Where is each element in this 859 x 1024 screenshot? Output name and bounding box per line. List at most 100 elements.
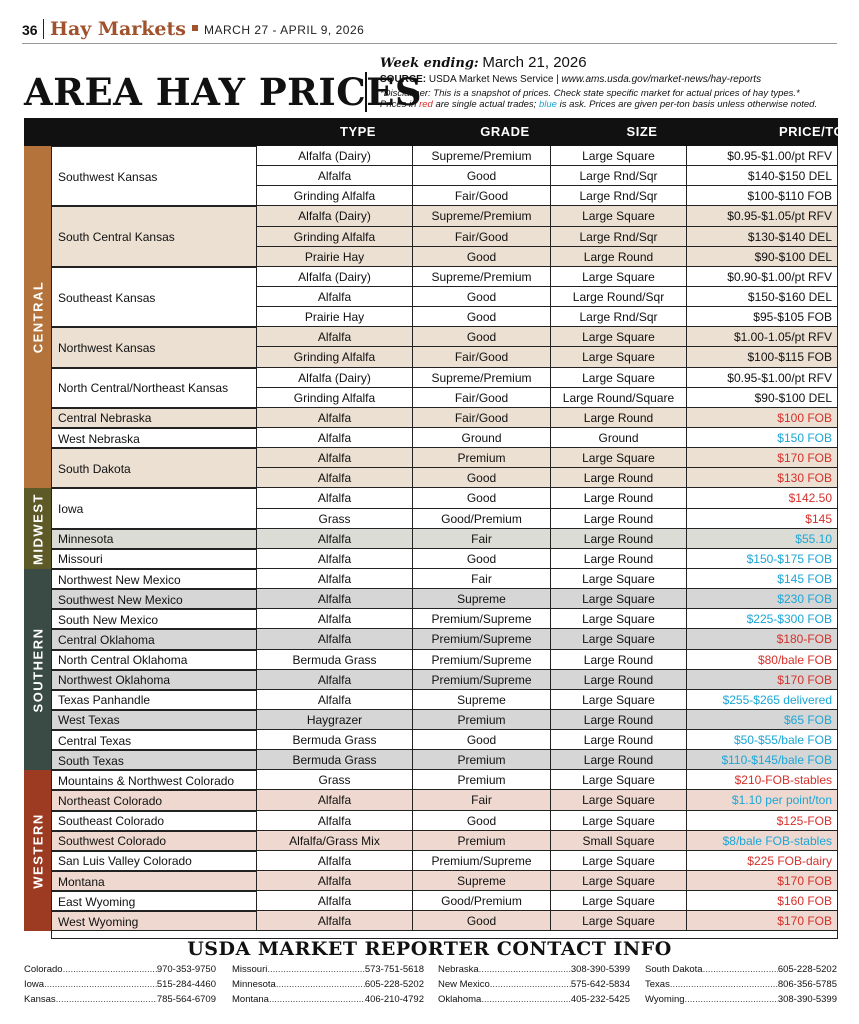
price-cell: $170 FOB xyxy=(686,911,838,932)
hay-type-cell: Alfalfa xyxy=(256,427,412,449)
location-label: Northwest Oklahoma xyxy=(51,669,256,690)
hay-type-cell: Alfalfa xyxy=(256,286,412,308)
location-label: South Dakota xyxy=(51,448,256,489)
table-row: Prairie Hay Good Large Rnd/Sqr $95-$105 FOB xyxy=(51,307,838,328)
table-row: Bermuda Grass Good Large Round $50-$55/bale… xyxy=(51,730,838,751)
title-divider xyxy=(365,72,367,112)
price-cell: $230 FOB xyxy=(686,589,838,610)
contact-phone[interactable]: 406-210-4792 xyxy=(364,994,424,1005)
size-cell: Large Square xyxy=(550,146,686,167)
contact-state: Montana xyxy=(232,994,269,1005)
group-divider xyxy=(51,910,838,912)
contact-entry: Iowa 515-284-4460 xyxy=(24,977,216,992)
contact-entry: New Mexico 575-642-5834 xyxy=(438,977,630,992)
size-cell: Large Round/Square xyxy=(550,387,686,408)
group-divider xyxy=(51,708,838,710)
grade-cell: Premium xyxy=(412,448,550,469)
size-cell: Large Round xyxy=(550,488,686,509)
size-cell: Large Round xyxy=(550,548,686,569)
contact-state: South Dakota xyxy=(645,964,703,975)
region-band-southern: SOUTHERN xyxy=(24,568,51,771)
row-shading xyxy=(256,347,838,368)
group-divider xyxy=(51,930,838,932)
region-label: CENTRAL xyxy=(30,280,45,354)
location-label: South New Mexico xyxy=(51,609,256,630)
row-divider xyxy=(256,225,838,227)
contact-phone[interactable]: 785-564-6709 xyxy=(156,994,216,1005)
contact-column: Colorado 970-353-9750 Iowa 515-284-4460 Kans… xyxy=(24,962,216,1007)
contact-state: Minnesota xyxy=(232,979,276,990)
contact-phone[interactable]: 573-751-5618 xyxy=(364,964,424,975)
table-row: Alfalfa Good Large Rnd/Sqr $140-$150 DEL xyxy=(51,166,838,187)
price-cell: $80/bale FOB xyxy=(686,649,838,670)
contact-phone[interactable]: 605-228-5202 xyxy=(364,979,424,990)
table-row: Alfalfa (Dairy) Supreme/Premium Large Squa… xyxy=(51,146,838,167)
row-divider xyxy=(256,285,838,287)
price-cell: $150-$160 DEL xyxy=(686,286,838,308)
group-divider xyxy=(51,426,838,428)
group-divider xyxy=(51,668,838,670)
size-cell: Large Square xyxy=(550,790,686,811)
row-shading xyxy=(256,448,838,469)
table-row: Bermuda Grass Premium/Supreme Large Round $… xyxy=(51,649,838,670)
hay-type-cell: Alfalfa xyxy=(256,790,412,811)
grade-cell: Good xyxy=(412,286,550,308)
table-row: Alfalfa Good Large Round $142.50 xyxy=(51,488,838,509)
location-label: West Nebraska xyxy=(51,427,256,449)
grade-cell: Supreme xyxy=(412,871,550,892)
contact-phone[interactable]: 308-390-5399 xyxy=(570,964,630,975)
grade-cell: Premium xyxy=(412,830,550,851)
contact-entry: Oklahoma 405-232-5425 xyxy=(438,992,630,1007)
table-row: Alfalfa (Dairy) Supreme/Premium Large Squa… xyxy=(51,206,838,227)
location-label: Northwest Kansas xyxy=(51,327,256,368)
price-cell: $0.95-$1.00/pt RFV xyxy=(686,367,838,388)
location-label: West Texas xyxy=(51,709,256,731)
table-row: Grass Good/Premium Large Round $145 xyxy=(51,508,838,529)
price-cell: $145 FOB xyxy=(686,568,838,590)
contact-phone[interactable]: 605-228-5202 xyxy=(777,964,837,975)
table-row: Grinding Alfalfa Fair/Good Large Rnd/Sqr $1… xyxy=(51,186,838,207)
contact-entry: Nebraska 308-390-5399 xyxy=(438,962,630,977)
contact-phone[interactable]: 806-356-5785 xyxy=(777,979,837,990)
grade-cell: Good xyxy=(412,810,550,831)
table-row: Alfalfa Supreme Large Square $170 FOB xyxy=(51,871,838,892)
table-row: Alfalfa Good Large Square $170 FOB xyxy=(51,911,838,932)
column-header-size: SIZE xyxy=(626,124,658,139)
table-row: Alfalfa Premium Large Square $170 FOB xyxy=(51,448,838,469)
group-divider xyxy=(51,769,838,771)
location-label: Iowa xyxy=(51,488,256,529)
location-label: San Luis Valley Colorado xyxy=(51,850,256,872)
contact-phone[interactable]: 575-642-5834 xyxy=(570,979,630,990)
contact-phone[interactable]: 405-232-5425 xyxy=(570,994,630,1005)
table-row: Alfalfa Supreme Large Square $230 FOB xyxy=(51,589,838,610)
price-cell: $50-$55/bale FOB xyxy=(686,730,838,751)
disclaimer-blue-word: blue xyxy=(538,99,557,110)
price-cell: $150-$175 FOB xyxy=(686,548,838,569)
size-cell: Large Rnd/Sqr xyxy=(550,166,686,187)
source-url[interactable]: www.ams.usda.gov/market-news/hay-reports xyxy=(561,74,762,85)
contact-phone[interactable]: 308-390-5399 xyxy=(777,994,837,1005)
price-cell: $110-$145/bale FOB xyxy=(686,750,838,771)
row-divider xyxy=(256,467,838,469)
contact-phone[interactable]: 970-353-9750 xyxy=(156,964,216,975)
size-cell: Large Round xyxy=(550,468,686,489)
dot-leader xyxy=(479,962,571,977)
contact-state: Missouri xyxy=(232,964,268,975)
price-cell: $90-$100 DEL xyxy=(686,246,838,267)
hay-type-cell: Alfalfa (Dairy) xyxy=(256,367,412,388)
location-label: Missouri xyxy=(51,548,256,569)
size-cell: Large Square xyxy=(550,589,686,610)
contact-state: Oklahoma xyxy=(438,994,482,1005)
week-ending: Week ending: March 21, 2026 xyxy=(380,54,587,71)
contact-phone[interactable]: 515-284-4460 xyxy=(156,979,216,990)
table-row: Alfalfa Good Large Round $130 FOB xyxy=(51,468,838,489)
row-shading xyxy=(256,327,838,348)
table-row: Alfalfa Premium/Supreme Large Square $225-$… xyxy=(51,609,838,630)
hay-type-cell: Alfalfa xyxy=(256,327,412,348)
hay-type-cell: Alfalfa xyxy=(256,891,412,912)
grade-cell: Supreme/Premium xyxy=(412,266,550,287)
price-cell: $130 FOB xyxy=(686,468,838,489)
size-cell: Small Square xyxy=(550,830,686,851)
hay-type-cell: Alfalfa xyxy=(256,166,412,187)
row-divider xyxy=(256,245,838,247)
